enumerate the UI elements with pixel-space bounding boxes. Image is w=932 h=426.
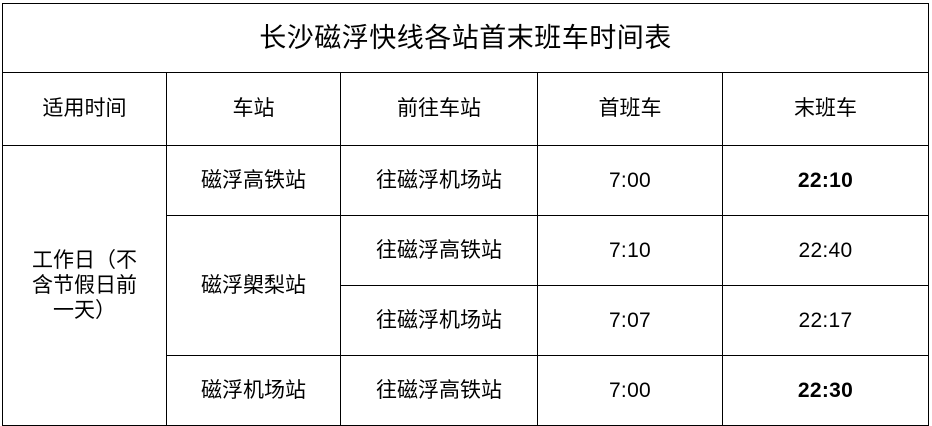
column-header-first-train: 首班车 bbox=[537, 72, 723, 146]
header-row: 适用时间 车站 前往车站 首班车 末班车 bbox=[2, 72, 929, 146]
last-train-cell: 22:10 bbox=[722, 145, 929, 216]
column-header-last-train: 末班车 bbox=[722, 72, 929, 146]
first-train-cell: 7:10 bbox=[537, 215, 723, 286]
last-train-cell: 22:17 bbox=[722, 285, 929, 356]
period-cell: 工作日（不 含节假日前 一天） bbox=[2, 145, 167, 426]
last-train-cell: 22:30 bbox=[722, 355, 929, 426]
first-train-cell: 7:00 bbox=[537, 355, 723, 426]
first-train-cell: 7:00 bbox=[537, 145, 723, 216]
title-row: 长沙磁浮快线各站首末班车时间表 bbox=[2, 3, 929, 73]
period-line-1: 工作日（不 bbox=[32, 248, 137, 272]
page-title: 长沙磁浮快线各站首末班车时间表 bbox=[2, 3, 929, 73]
destination-cell: 往磁浮机场站 bbox=[340, 145, 538, 216]
destination-cell: 往磁浮高铁站 bbox=[340, 355, 538, 426]
period-line-2: 含节假日前 bbox=[32, 273, 137, 297]
column-header-station: 车站 bbox=[166, 72, 341, 146]
station-cell: 磁浮㮾梨站 bbox=[166, 215, 341, 356]
column-header-period: 适用时间 bbox=[2, 72, 167, 146]
destination-cell: 往磁浮高铁站 bbox=[340, 215, 538, 286]
table-row: 磁浮机场站 往磁浮高铁站 7:00 22:30 bbox=[3, 355, 929, 426]
timetable: 长沙磁浮快线各站首末班车时间表 适用时间 车站 前往车站 首班车 末班车 工作日… bbox=[2, 3, 929, 426]
station-cell: 磁浮高铁站 bbox=[166, 145, 341, 216]
last-train-cell: 22:40 bbox=[722, 215, 929, 286]
destination-cell: 往磁浮机场站 bbox=[340, 285, 538, 356]
table-row: 往磁浮机场站 7:07 22:17 bbox=[3, 285, 929, 356]
table-row: 工作日（不 含节假日前 一天） 磁浮高铁站 往磁浮机场站 7:00 22:10 bbox=[2, 145, 929, 426]
column-header-destination: 前往车站 bbox=[340, 72, 538, 146]
station-cell: 磁浮机场站 bbox=[166, 355, 341, 426]
table-row: 磁浮㮾梨站 往磁浮高铁站 7:10 22:40 bbox=[3, 215, 929, 356]
period-line-3: 一天） bbox=[53, 299, 116, 323]
timetable-sheet: 长沙磁浮快线各站首末班车时间表 适用时间 车站 前往车站 首班车 末班车 工作日… bbox=[2, 3, 929, 426]
first-train-cell: 7:07 bbox=[537, 285, 723, 356]
